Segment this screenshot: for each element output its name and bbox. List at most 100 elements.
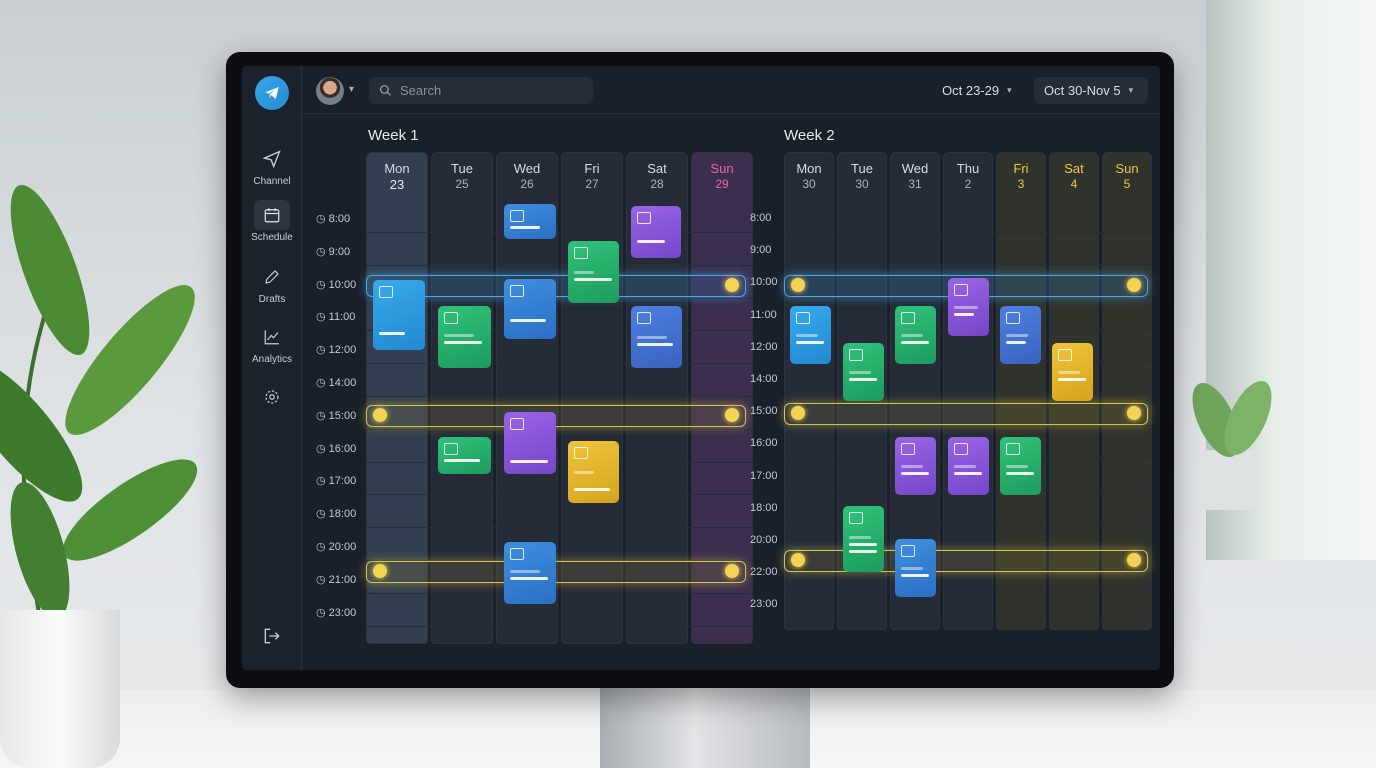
sun-icon bbox=[373, 564, 387, 578]
time-label: 11:00 bbox=[750, 308, 777, 321]
topbar: ▾ Search Oct 23-29 ▾ Oct 30-Nov 5 ▾ bbox=[302, 66, 1160, 114]
link-icon bbox=[954, 443, 968, 455]
highlight-band[interactable] bbox=[366, 561, 746, 583]
time-label: 23:00 bbox=[750, 598, 778, 611]
telegram-icon[interactable] bbox=[255, 76, 289, 110]
day-date: 26 bbox=[520, 177, 534, 191]
image-icon bbox=[796, 312, 810, 324]
time-label: 12:00 bbox=[750, 340, 778, 353]
post-card-link[interactable] bbox=[631, 306, 682, 368]
post-card-image[interactable] bbox=[373, 280, 425, 350]
highlight-band[interactable] bbox=[366, 275, 746, 297]
highlight-band[interactable] bbox=[784, 403, 1148, 425]
grid-line bbox=[366, 527, 753, 529]
image-icon bbox=[954, 284, 968, 296]
day-name: Mon bbox=[384, 161, 410, 176]
day-date: 23 bbox=[389, 177, 405, 192]
sidebar-item-channel[interactable]: Channel bbox=[242, 144, 302, 187]
day-name: Wed bbox=[513, 161, 541, 176]
post-card-analytics[interactable] bbox=[504, 412, 556, 474]
day-name: Sat bbox=[647, 161, 667, 176]
highlight-band[interactable] bbox=[366, 405, 746, 427]
link-icon bbox=[1006, 312, 1020, 324]
post-card-document[interactable] bbox=[631, 206, 681, 258]
post-card-image[interactable] bbox=[504, 204, 556, 239]
grid-line bbox=[784, 618, 1152, 620]
sun-icon bbox=[1127, 406, 1141, 420]
post-card-video[interactable] bbox=[843, 343, 884, 401]
post-card-gift[interactable] bbox=[895, 306, 936, 364]
day-column-mon[interactable]: Mon 23 bbox=[366, 152, 428, 644]
post-card-link[interactable] bbox=[948, 437, 989, 495]
day-name: Sun bbox=[1115, 161, 1139, 176]
sun-icon bbox=[373, 408, 387, 422]
sidebar: Channel Schedule Drafts Analytics bbox=[242, 66, 302, 670]
sidebar-item-label: Schedule bbox=[251, 232, 293, 243]
sidebar-item-analytics[interactable]: Analytics bbox=[242, 322, 302, 365]
day-date: 3 bbox=[1017, 177, 1025, 191]
chart-icon bbox=[510, 285, 524, 297]
day-date: 29 bbox=[715, 177, 729, 191]
gear-icon bbox=[254, 382, 290, 412]
post-card-image[interactable] bbox=[948, 278, 989, 336]
sidebar-item-drafts[interactable]: Drafts bbox=[242, 262, 302, 305]
video-icon bbox=[849, 349, 863, 361]
post-card-money[interactable] bbox=[895, 437, 936, 495]
post-card-link[interactable] bbox=[568, 441, 619, 503]
chart-line-icon bbox=[254, 322, 290, 352]
post-card-gift[interactable] bbox=[1000, 437, 1041, 495]
post-card-text[interactable] bbox=[843, 506, 884, 572]
money-icon bbox=[901, 443, 915, 455]
grid-line bbox=[784, 360, 1152, 362]
sidebar-item-settings[interactable] bbox=[242, 382, 302, 412]
time-label: ◷ 9:00 bbox=[316, 245, 351, 258]
post-card-image[interactable] bbox=[895, 539, 936, 597]
sun-icon bbox=[1127, 553, 1141, 567]
date-range-label: Oct 23-29 bbox=[942, 83, 1000, 98]
day-column-fri[interactable]: Fri 27 bbox=[561, 152, 623, 644]
grid-line bbox=[784, 586, 1152, 588]
time-label: 17:00 bbox=[750, 469, 778, 482]
time-label: ◷ 18:00 bbox=[316, 508, 357, 521]
time-label: 9:00 bbox=[750, 244, 772, 257]
video-icon bbox=[444, 443, 458, 455]
chevron-down-icon: ▾ bbox=[1128, 85, 1134, 95]
time-label: 20:00 bbox=[750, 534, 778, 546]
time-label: ◷ 10:00 bbox=[316, 278, 357, 291]
grid-line bbox=[784, 554, 1152, 555]
avatar[interactable] bbox=[316, 77, 344, 105]
time-label: 22:00 bbox=[750, 566, 778, 579]
time-label: ◷ 23:00 bbox=[316, 606, 357, 619]
search-input[interactable]: Search bbox=[369, 77, 593, 104]
post-card-video[interactable] bbox=[568, 241, 619, 303]
grid-line bbox=[784, 232, 1152, 233]
grid-line bbox=[366, 363, 753, 365]
day-name: Wed bbox=[901, 161, 929, 176]
grid-line bbox=[784, 521, 1152, 523]
post-card-video[interactable] bbox=[438, 306, 491, 368]
chart-icon bbox=[510, 418, 524, 430]
grid-line bbox=[366, 428, 753, 430]
post-card-image[interactable] bbox=[504, 542, 556, 604]
post-card-link[interactable] bbox=[1000, 306, 1041, 364]
sun-icon bbox=[725, 408, 739, 422]
week2-title: Week 2 bbox=[784, 127, 835, 144]
date-range-week1[interactable]: Oct 23-29 ▾ bbox=[932, 77, 1022, 104]
day-name: Mon bbox=[796, 161, 822, 176]
post-card-document[interactable] bbox=[1052, 343, 1093, 401]
sun-icon bbox=[1127, 278, 1141, 292]
sidebar-item-schedule[interactable]: Schedule bbox=[242, 200, 302, 243]
chevron-down-icon[interactable]: ▾ bbox=[349, 84, 355, 95]
date-range-week2[interactable]: Oct 30-Nov 5 ▾ bbox=[1034, 77, 1148, 104]
highlight-band[interactable] bbox=[784, 550, 1148, 572]
post-card-video[interactable] bbox=[438, 437, 491, 474]
calendar-icon bbox=[254, 200, 290, 230]
day-date: 31 bbox=[908, 177, 922, 191]
logout-icon[interactable] bbox=[262, 626, 282, 651]
time-label: ◷ 20:00 bbox=[316, 541, 357, 553]
post-card-image[interactable] bbox=[790, 306, 831, 364]
day-date: 27 bbox=[585, 177, 599, 191]
day-column-tue[interactable]: Tue 25 bbox=[431, 152, 493, 644]
background-plant bbox=[1192, 380, 1272, 510]
post-card-analytics[interactable] bbox=[504, 279, 556, 339]
